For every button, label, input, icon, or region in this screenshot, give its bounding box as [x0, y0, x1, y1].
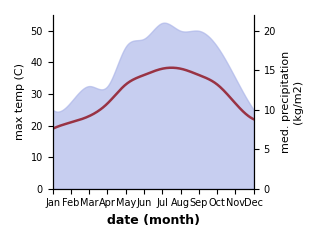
Y-axis label: med. precipitation
(kg/m2): med. precipitation (kg/m2): [281, 51, 303, 153]
X-axis label: date (month): date (month): [107, 214, 200, 227]
Y-axis label: max temp (C): max temp (C): [15, 63, 25, 140]
